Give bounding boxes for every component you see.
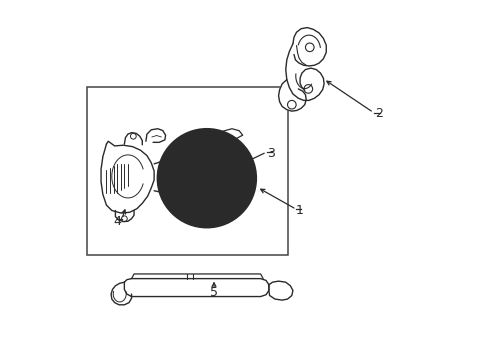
Text: 3: 3 [267, 147, 275, 159]
Circle shape [202, 174, 211, 183]
Polygon shape [215, 129, 242, 139]
Bar [86, 87, 287, 255]
Polygon shape [111, 282, 131, 305]
Polygon shape [285, 44, 324, 100]
Circle shape [157, 129, 256, 228]
Polygon shape [124, 279, 268, 297]
Text: 5: 5 [209, 287, 218, 300]
Polygon shape [268, 281, 292, 300]
Text: 2: 2 [374, 107, 382, 120]
Polygon shape [101, 141, 154, 213]
Polygon shape [115, 211, 134, 222]
Polygon shape [145, 129, 165, 142]
Circle shape [198, 169, 215, 187]
Text: 4: 4 [113, 215, 121, 228]
Text: 1: 1 [296, 204, 304, 217]
Polygon shape [278, 80, 305, 111]
Polygon shape [124, 133, 142, 145]
Polygon shape [292, 28, 325, 66]
